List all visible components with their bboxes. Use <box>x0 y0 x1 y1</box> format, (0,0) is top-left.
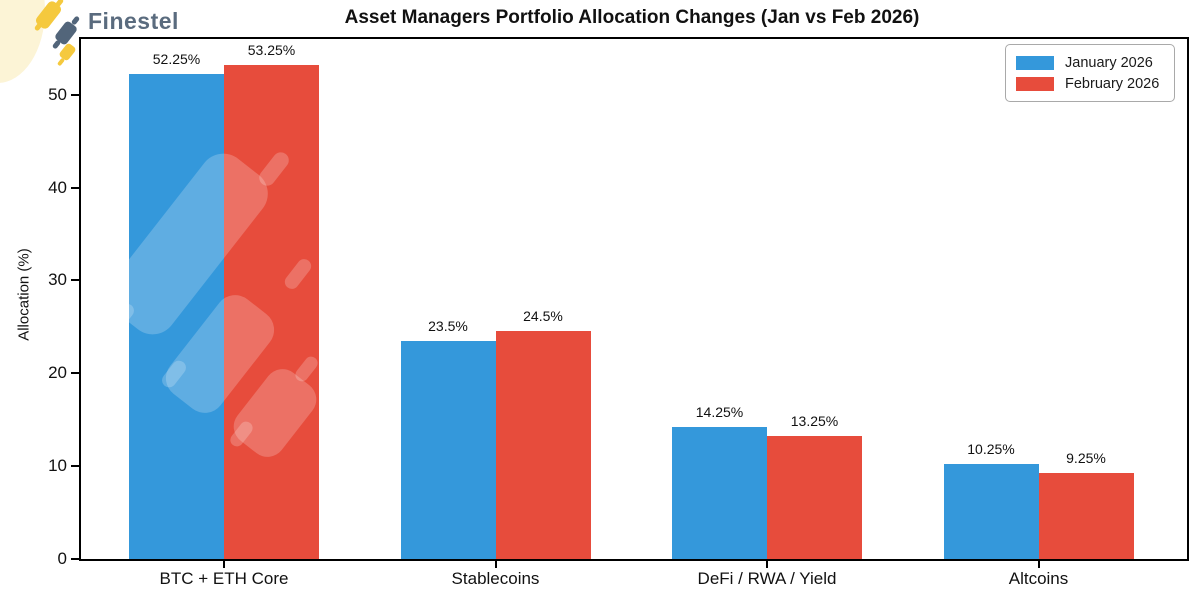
bar-value-label: 23.5% <box>428 318 468 334</box>
legend-label: February 2026 <box>1065 75 1160 92</box>
bar-value-label: 13.25% <box>790 413 839 429</box>
bar-february-2026-stablecoins <box>495 331 591 559</box>
y-tick-label: 30 <box>48 270 67 289</box>
bar-value-label: 52.25% <box>152 51 201 67</box>
legend-entry-january-2026: January 2026 <box>1016 52 1164 73</box>
bar-january-2026-defi-rwa-yield <box>672 427 767 559</box>
legend-swatch <box>1016 55 1054 70</box>
brand-name: Finestel <box>88 8 179 34</box>
bar-january-2026-btc-eth-core <box>129 74 224 559</box>
y-tick-label: 50 <box>48 85 67 104</box>
logo-candle-wick <box>56 57 66 67</box>
x-tick-label-btc-eth-core: BTC + ETH Core <box>159 569 289 588</box>
x-tick-mark <box>494 561 497 568</box>
y-tick-mark <box>71 465 79 467</box>
bar-january-2026-stablecoins <box>400 341 496 559</box>
candlestick-logo-icon <box>0 0 90 70</box>
bar-february-2026-btc-eth-core <box>224 65 319 559</box>
y-tick-mark <box>71 94 79 96</box>
legend: January 2026 February 2026 <box>1005 44 1175 102</box>
bar-value-label: 9.25% <box>1066 450 1106 466</box>
bar-value-label: 10.25% <box>967 441 1015 457</box>
bar-value-label: 14.25% <box>695 404 744 420</box>
y-tick-mark <box>71 372 79 374</box>
x-tick-mark <box>223 561 225 568</box>
legend-entry-february-2026: February 2026 <box>1016 73 1164 94</box>
bar-january-2026-altcoins <box>943 464 1039 559</box>
bar-value-label: 24.5% <box>523 308 563 324</box>
bar-february-2026-defi-rwa-yield <box>767 436 862 559</box>
logo-candle-wick <box>51 39 62 50</box>
y-tick-label: 20 <box>48 363 67 382</box>
x-tick-mark <box>1037 561 1040 568</box>
x-tick-label-stablecoins: Stablecoins <box>451 569 540 588</box>
chart-title: Asset Managers Portfolio Allocation Chan… <box>344 7 920 28</box>
x-tick-label-defi-rwa-yield: DeFi / RWA / Yield <box>697 569 837 588</box>
x-tick-mark <box>766 561 768 568</box>
y-tick-label: 10 <box>48 456 67 475</box>
bar-value-label: 53.25% <box>247 42 296 58</box>
y-tick-mark <box>71 279 79 281</box>
bar-february-2026-altcoins <box>1038 473 1134 559</box>
y-tick-label: 40 <box>48 178 67 197</box>
y-tick-mark <box>71 558 79 560</box>
plot-area: 52.25% 23.5% 14.25% 10.25% 53.25% 24.5% 13.25%… <box>48 37 1189 588</box>
y-tick-label: 0 <box>57 549 67 568</box>
legend-swatch <box>1016 76 1054 91</box>
x-tick-label-altcoins: Altcoins <box>1008 569 1069 588</box>
plot-inner: 52.25% 23.5% 14.25% 10.25% 53.25% 24.5% 13.25%… <box>48 39 1187 588</box>
y-tick-mark <box>71 187 79 189</box>
legend-label: January 2026 <box>1065 54 1153 71</box>
